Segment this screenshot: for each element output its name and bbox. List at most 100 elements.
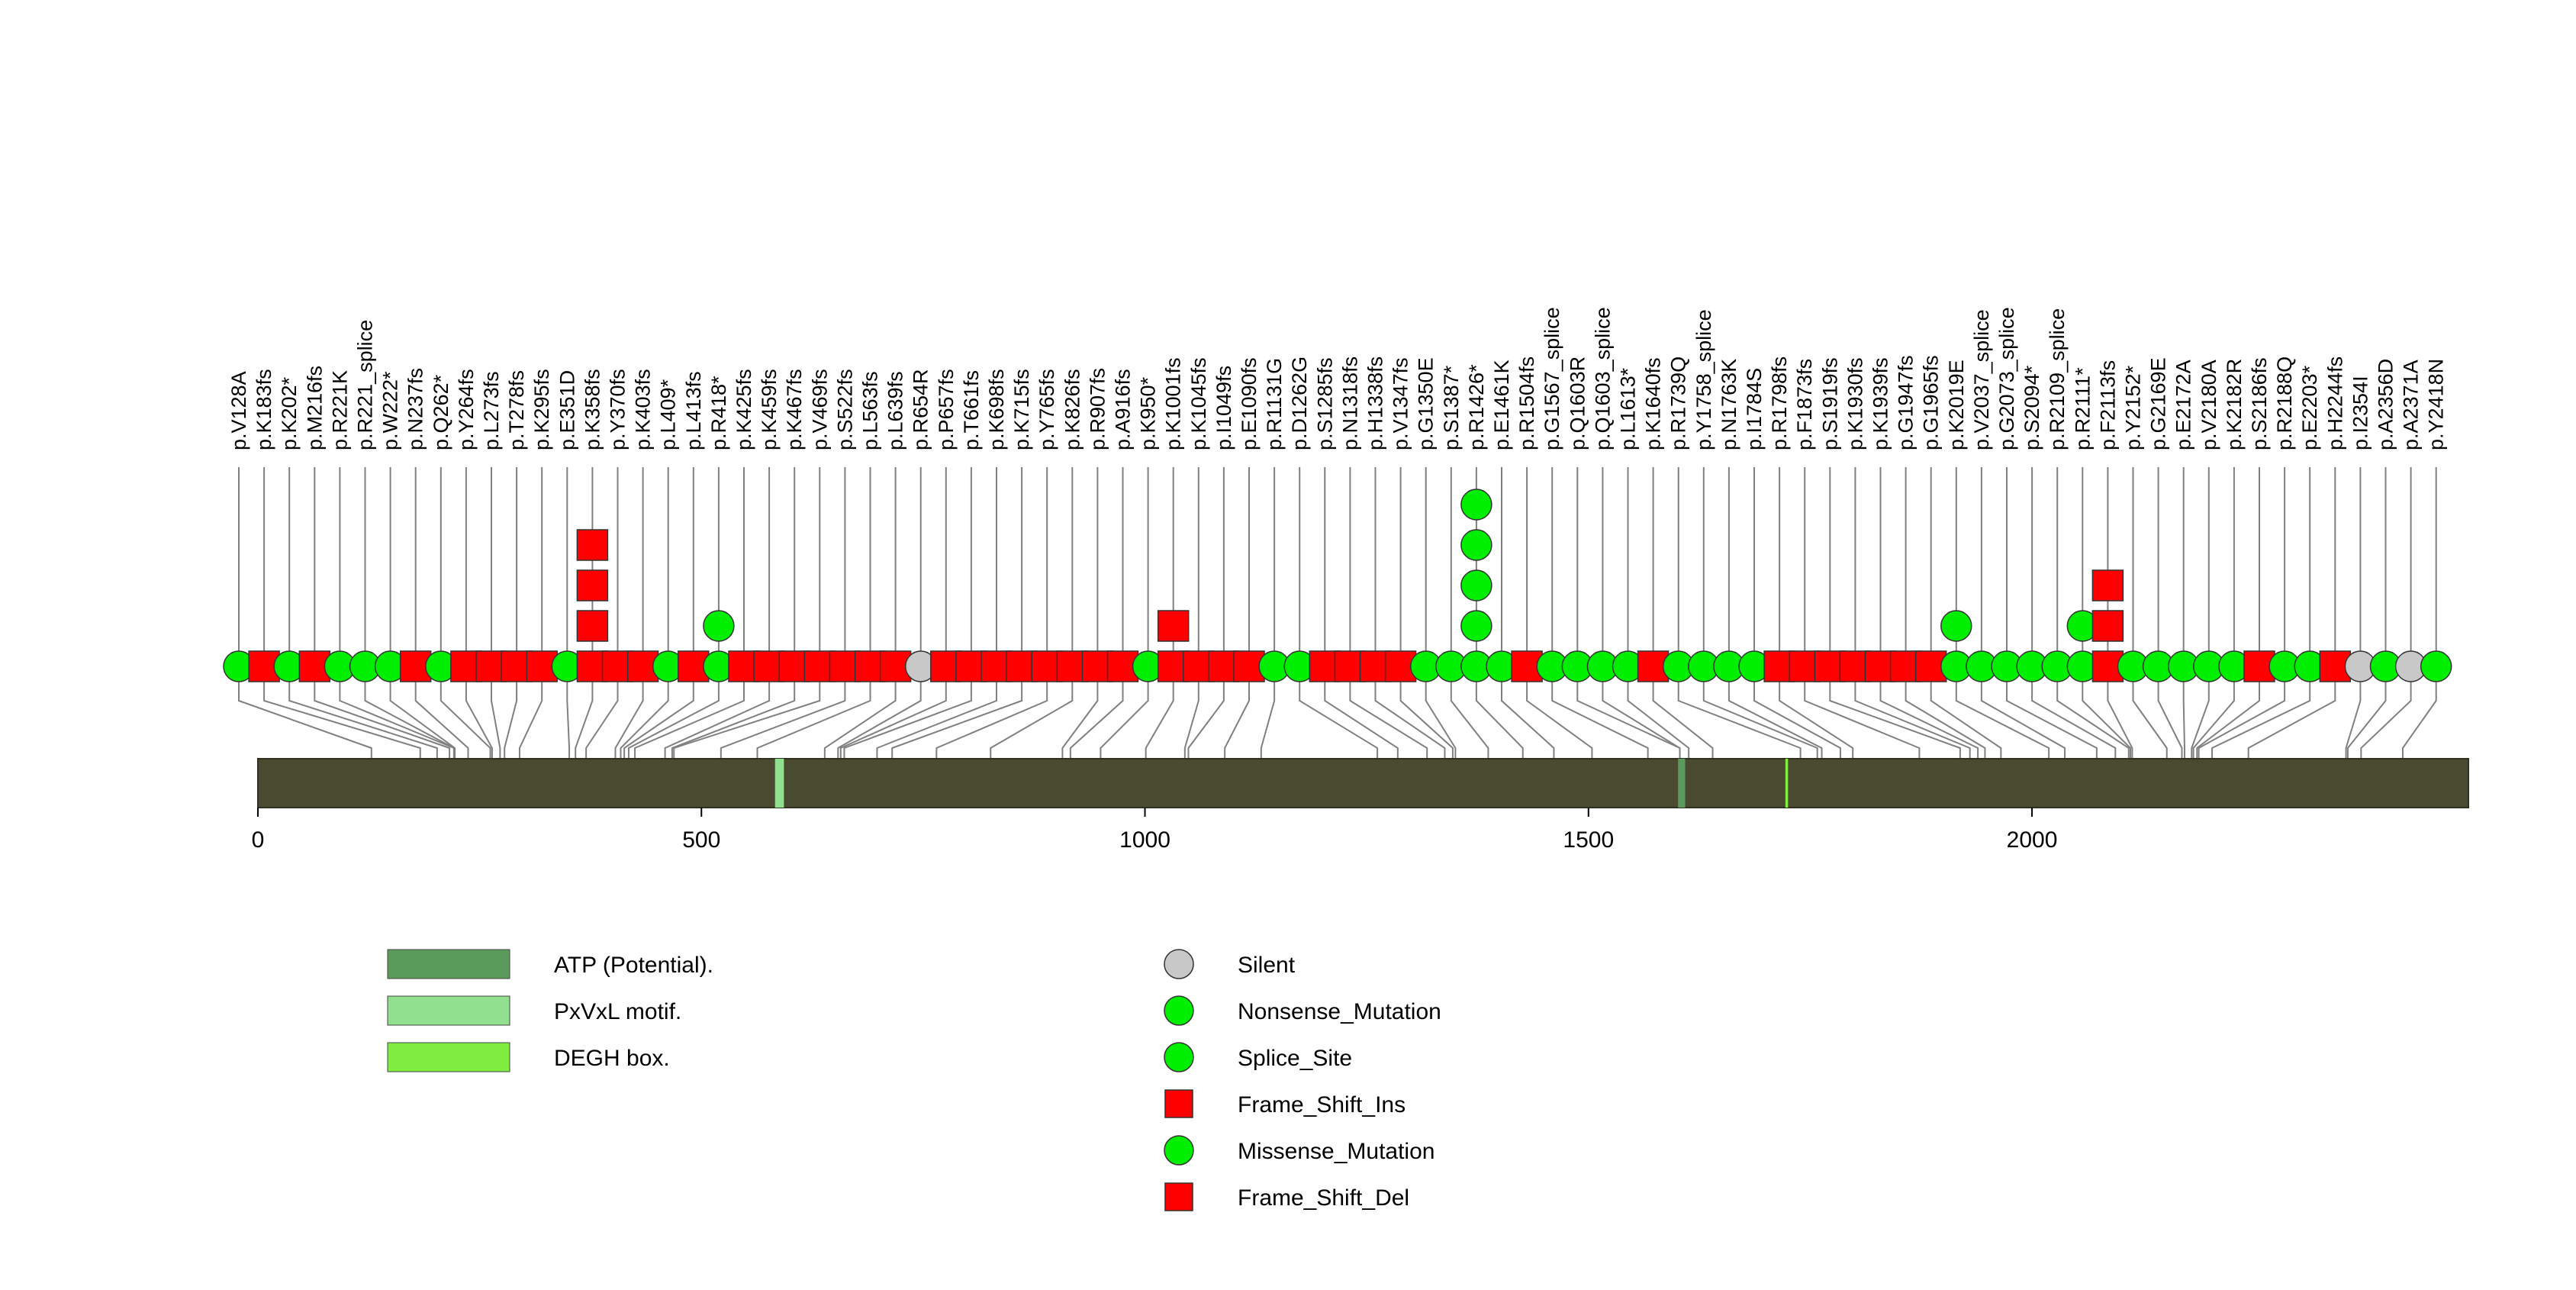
point-mutation-marker bbox=[2420, 650, 2452, 682]
mutation-label: p.Q262* bbox=[430, 374, 452, 450]
mutation-label: p.R907fs bbox=[1086, 368, 1109, 450]
mutation-label: p.N1763K bbox=[1718, 359, 1740, 450]
mutation-label: p.K183fs bbox=[253, 369, 275, 450]
mutation-label: p.I1784S bbox=[1743, 368, 1766, 450]
mutation-label: p.H2244fs bbox=[2323, 356, 2346, 450]
mutation-label: p.N237fs bbox=[404, 368, 427, 450]
mutation-label: p.R1798fs bbox=[1768, 356, 1791, 450]
mutation-label: p.E351D bbox=[555, 370, 578, 450]
mutation-label: p.I1049fs bbox=[1212, 366, 1235, 450]
mutation-label: p.K698fs bbox=[985, 369, 1008, 450]
legend-circle-symbol bbox=[1164, 995, 1194, 1026]
mutation-label: p.T661fs bbox=[960, 370, 983, 450]
legend-domain-swatch bbox=[387, 1042, 510, 1072]
mutation-label: p.V2180A bbox=[2198, 360, 2220, 450]
frameshift-marker bbox=[576, 529, 609, 561]
mutation-label: p.P657fs bbox=[935, 369, 958, 450]
mutation-label: p.V469fs bbox=[808, 369, 831, 450]
legend-mutation-label: Nonsense_Mutation bbox=[1238, 999, 1441, 1024]
frameshift-marker bbox=[2091, 610, 2124, 642]
mutation-label: p.V128A bbox=[227, 371, 250, 450]
mutation-label: p.R1131G bbox=[1263, 358, 1286, 450]
mutation-label: p.G2073_splice bbox=[1995, 307, 2018, 450]
mutation-label: p.K1939fs bbox=[1869, 357, 1892, 450]
legend-mutation-label: Splice_Site bbox=[1238, 1046, 1352, 1071]
legend-mutation-label: Frame_Shift_Del bbox=[1238, 1185, 1409, 1211]
mutation-labels-layer: p.V128A p.K183fs p.K202* p.M216fs p.R221K p.R… bbox=[227, 307, 2448, 450]
domain-region bbox=[774, 759, 784, 808]
mutation-label: p.Y264fs bbox=[455, 369, 478, 450]
mutation-label: p.L639fs bbox=[884, 371, 907, 450]
protein-backbone-layer bbox=[257, 758, 2469, 808]
mutation-label: p.H1338fs bbox=[1364, 356, 1387, 450]
mutation-label: p.D1262G bbox=[1288, 356, 1311, 450]
mutation-label: p.I2354I bbox=[2349, 376, 2372, 450]
frameshift-marker bbox=[1157, 610, 1190, 642]
mutation-label: p.K202* bbox=[278, 376, 301, 450]
mutation-label: p.Q1603R bbox=[1566, 356, 1589, 450]
mutation-label: p.R1504fs bbox=[1515, 356, 1538, 450]
mutation-label: p.E1461K bbox=[1490, 360, 1513, 450]
domain-region bbox=[1785, 759, 1789, 808]
frameshift-marker bbox=[1106, 650, 1139, 682]
legend-mutation-label: Missense_Mutation bbox=[1238, 1139, 1435, 1164]
mutation-label: p.Y370fs bbox=[607, 369, 630, 450]
mutation-label: p.S2094* bbox=[2021, 365, 2043, 450]
legend-circle-symbol bbox=[1164, 1135, 1194, 1166]
mutation-label: p.K2182R bbox=[2223, 359, 2246, 450]
mutation-label: p.E2172A bbox=[2172, 360, 2195, 450]
legend-mutation-label: Silent bbox=[1238, 953, 1296, 978]
frameshift-marker bbox=[2091, 569, 2124, 601]
protein-backbone bbox=[257, 758, 2469, 808]
mutation-label: p.R418* bbox=[707, 376, 730, 450]
legend-square-symbol bbox=[1164, 1089, 1193, 1118]
mutation-label: p.S522fs bbox=[833, 369, 856, 450]
axis-tick-label: 1500 bbox=[1563, 827, 1614, 853]
domain-region bbox=[1678, 759, 1686, 808]
mutation-label: p.K459fs bbox=[758, 369, 781, 450]
mutation-label: p.R1739Q bbox=[1667, 356, 1690, 450]
point-mutation-marker bbox=[703, 610, 735, 642]
mutation-label: p.K425fs bbox=[733, 369, 755, 450]
frameshift-marker bbox=[576, 610, 609, 642]
mutation-label: p.K1930fs bbox=[1843, 357, 1866, 450]
mutation-label: p.G2169E bbox=[2147, 357, 2170, 450]
mutation-label: p.K467fs bbox=[783, 369, 806, 450]
legend-domain-label: PxVxL motif. bbox=[554, 999, 681, 1024]
mutation-label: p.Y2152* bbox=[2122, 365, 2145, 450]
legend-circle-symbol bbox=[1164, 949, 1194, 979]
mutation-label: p.S1919fs bbox=[1818, 357, 1841, 450]
mutation-label: p.G1567_splice bbox=[1541, 307, 1563, 450]
mutation-label: p.L273fs bbox=[480, 371, 503, 450]
mutation-label: p.K1045fs bbox=[1187, 357, 1210, 450]
mutation-label: p.K2019E bbox=[1945, 360, 1968, 450]
mutation-label: p.F2113fs bbox=[2096, 360, 2119, 450]
legend-domain-swatch bbox=[387, 995, 510, 1026]
axis-tick-label: 0 bbox=[252, 827, 265, 853]
mutation-label: p.T278fs bbox=[505, 370, 528, 450]
mutation-label: p.K358fs bbox=[581, 369, 604, 450]
legend-mutation-label: Frame_Shift_Ins bbox=[1238, 1092, 1406, 1117]
mutation-label: p.S1285fs bbox=[1313, 357, 1336, 450]
point-mutation-marker bbox=[1460, 529, 1492, 561]
mutation-label: p.V1347fs bbox=[1389, 357, 1412, 450]
axis-tick-label: 2000 bbox=[2007, 827, 2058, 853]
mutation-label: p.S2186fs bbox=[2248, 357, 2271, 450]
mutation-label: p.K295fs bbox=[530, 369, 553, 450]
mutation-label: p.L409* bbox=[657, 379, 680, 450]
axis-tick-label: 500 bbox=[682, 827, 720, 853]
mutation-label: p.G1947fs bbox=[1895, 355, 1918, 450]
mutation-label: p.Q1603_splice bbox=[1591, 307, 1614, 450]
point-mutation-marker bbox=[1940, 610, 1972, 642]
mutation-label: p.G1350E bbox=[1415, 357, 1438, 450]
mutation-label: p.R2109_splice bbox=[2046, 308, 2069, 450]
mutation-label: p.W222* bbox=[379, 371, 402, 450]
mutation-label: p.K1640fs bbox=[1642, 357, 1665, 450]
mutation-label: p.Y765fs bbox=[1035, 369, 1058, 450]
frameshift-marker bbox=[576, 569, 609, 601]
legend: ATP (Potential). PxVxL motif. DEGH box. Sil… bbox=[387, 949, 1441, 1211]
mutation-label: p.K715fs bbox=[1010, 369, 1033, 450]
mutation-label: p.R221_splice bbox=[354, 320, 377, 450]
mutation-label: p.K403fs bbox=[632, 369, 655, 450]
